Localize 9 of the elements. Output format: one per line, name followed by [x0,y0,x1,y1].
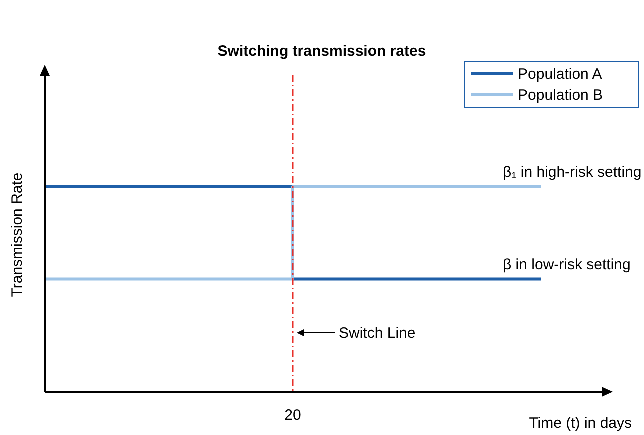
legend-label: Population B [518,87,604,104]
text: 20 [284,407,302,424]
chart-title: Switching transmission rates [218,43,426,60]
legend-label: Population A [518,66,602,83]
annotation: β in low-risk setting [503,256,631,274]
text: β₁ in high-risk setting [503,164,642,181]
text: Switch Line [339,325,416,342]
y-axis-title: Transmission Rate [9,172,26,298]
x-axis-title: Time (t) in days [529,415,632,432]
